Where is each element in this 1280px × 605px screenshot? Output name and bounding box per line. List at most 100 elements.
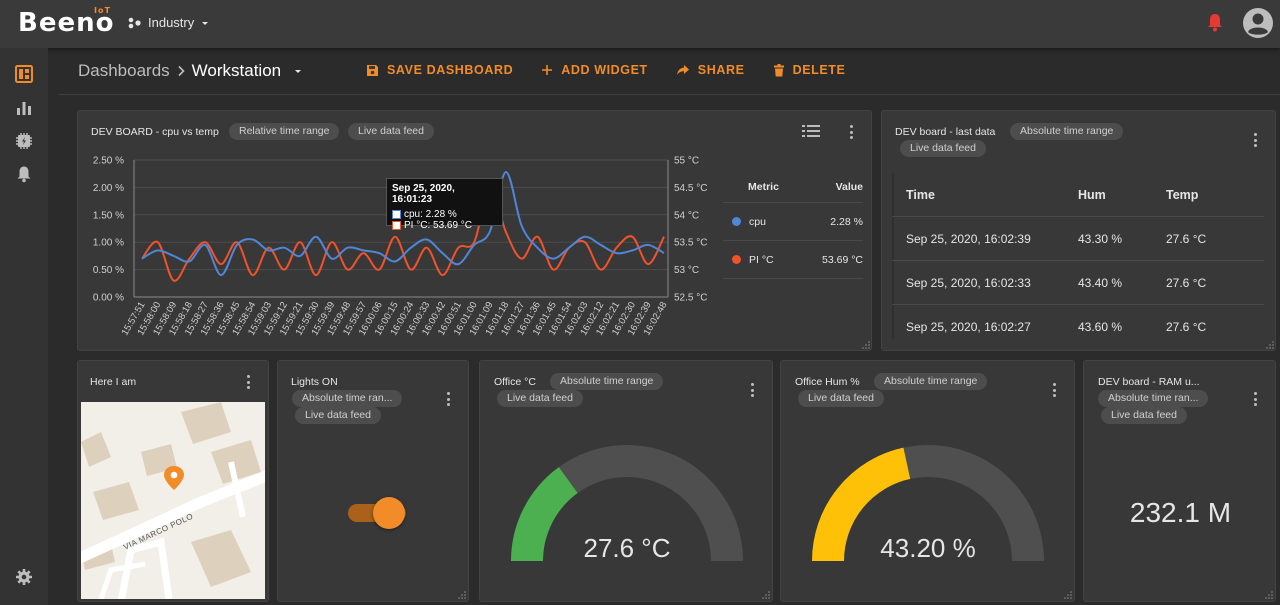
y-left-tick-label: 2.50 % xyxy=(93,156,124,167)
live-feed-chip[interactable]: Live data feed xyxy=(295,407,381,424)
cell-hum: 43.60 % xyxy=(1078,319,1123,334)
map-widget-menu-icon[interactable] xyxy=(246,375,250,389)
add-widget-label: ADD WIDGET xyxy=(561,63,648,77)
share-button[interactable]: SHARE xyxy=(676,63,745,77)
logo-text: Beeno xyxy=(18,8,115,38)
map-widget: Here I am VIA MARCO POLO xyxy=(77,360,269,602)
list-view-icon[interactable] xyxy=(802,125,820,137)
table-row: Sep 25, 2020, 16:02:27 43.60 % 27.6 °C xyxy=(892,305,1264,337)
resize-handle-icon[interactable] xyxy=(458,591,466,599)
live-feed-chip[interactable]: Live data feed xyxy=(348,123,434,140)
live-feed-chip[interactable]: Live data feed xyxy=(900,140,986,157)
breadcrumb-current[interactable]: Workstation xyxy=(191,61,282,80)
sidebar-item-devices[interactable] xyxy=(14,131,34,151)
sidebar-item-settings[interactable] xyxy=(14,567,34,587)
workspace-label: Industry xyxy=(148,15,195,30)
ram-widget-menu-icon[interactable] xyxy=(1253,392,1257,406)
delete-button[interactable]: DELETE xyxy=(773,63,846,77)
resize-handle-icon[interactable] xyxy=(762,591,770,599)
chart-legend-table: Metric Value cpu 2.28 % PI °C 53.69 °C xyxy=(723,171,863,279)
col-temp-header[interactable]: Temp xyxy=(1166,187,1199,202)
y-right-tick-label: 52.5 °C xyxy=(674,293,707,304)
ram-widget: DEV board - RAM u... Absolute time ran..… xyxy=(1083,360,1276,602)
time-range-chip[interactable]: Absolute time ran... xyxy=(1098,390,1209,407)
chevron-right-icon xyxy=(178,65,185,77)
gauge-fill xyxy=(511,467,579,562)
plus-icon xyxy=(542,65,553,75)
office-temp-menu-icon[interactable] xyxy=(750,383,754,397)
legend-metric-header: Metric xyxy=(748,180,779,193)
lights-toggle[interactable] xyxy=(348,497,406,529)
save-dashboard-button[interactable]: SAVE DASHBOARD xyxy=(366,63,513,77)
col-time-header[interactable]: Time xyxy=(906,187,935,202)
chart-widget: DEV BOARD - cpu vs temp Relative time ra… xyxy=(77,110,872,351)
lights-widget-menu-icon[interactable] xyxy=(446,392,450,406)
y-left-tick-label: 1.50 % xyxy=(93,210,124,221)
chart-widget-menu-icon[interactable] xyxy=(849,125,853,139)
resize-handle-icon[interactable] xyxy=(1265,591,1273,599)
temp-gauge xyxy=(511,445,743,562)
chart-widget-title: DEV BOARD - cpu vs temp xyxy=(91,126,219,138)
y-right-tick-label: 53 °C xyxy=(674,265,699,276)
y-left-tick-label: 0.00 % xyxy=(93,293,124,304)
time-range-chip[interactable]: Absolute time range xyxy=(550,373,664,390)
table-row: Sep 25, 2020, 16:02:39 43.30 % 27.6 °C xyxy=(892,217,1264,261)
resize-handle-icon[interactable] xyxy=(1266,341,1274,349)
time-range-chip[interactable]: Relative time range xyxy=(229,123,340,140)
last-data-menu-icon[interactable] xyxy=(1253,133,1257,147)
sidebar-item-dashboards[interactable] xyxy=(14,64,34,84)
bell-icon xyxy=(17,166,31,183)
cell-time: Sep 25, 2020, 16:02:39 xyxy=(906,231,1031,246)
cell-hum: 43.30 % xyxy=(1078,231,1123,246)
y-left-tick-label: 0.50 % xyxy=(93,265,124,276)
tooltip-pi: PI °C: 53.69 °C xyxy=(404,220,473,231)
resize-handle-icon[interactable] xyxy=(1064,591,1072,599)
toggle-thumb xyxy=(373,497,405,529)
legend-row-cpu[interactable]: cpu 2.28 % xyxy=(723,203,863,241)
workspace-selector[interactable]: Industry xyxy=(128,15,210,30)
logo-badge: IoT xyxy=(94,6,111,15)
office-hum-title: Office Hum % xyxy=(795,376,860,388)
live-feed-chip[interactable]: Live data feed xyxy=(1101,407,1187,424)
time-range-chip[interactable]: Absolute time range xyxy=(1010,123,1124,140)
app-logo[interactable]: Beeno IoT xyxy=(18,6,115,38)
table-scroll-track[interactable] xyxy=(892,173,894,339)
cpu-temp-chart: 2.50 % 2.00 % 1.50 % 1.00 % 0.50 % 0.00 % 55 °… xyxy=(93,156,708,338)
ram-value: 232.1 M xyxy=(1129,497,1232,528)
table-row: Sep 25, 2020, 16:02:33 43.40 % 27.6 °C xyxy=(892,261,1264,305)
last-data-widget: DEV board - last data Absolute time rang… xyxy=(881,110,1276,351)
cpu-color-dot xyxy=(732,217,741,226)
col-hum-header[interactable]: Hum xyxy=(1078,187,1106,202)
breadcrumb-root[interactable]: Dashboards xyxy=(78,61,170,80)
share-icon xyxy=(676,65,689,75)
cell-temp: 27.6 °C xyxy=(1166,319,1207,334)
sidebar-item-alerts[interactable] xyxy=(14,164,34,184)
legend-pi-name: PI °C xyxy=(749,253,774,266)
live-feed-chip[interactable]: Live data feed xyxy=(497,390,583,407)
pi-color-dot xyxy=(732,255,741,264)
user-avatar-icon[interactable] xyxy=(1242,7,1274,39)
tooltip-cpu-swatch xyxy=(392,210,401,219)
legend-row-pi[interactable]: PI °C 53.69 °C xyxy=(723,241,863,279)
add-widget-button[interactable]: ADD WIDGET xyxy=(541,63,648,77)
time-range-chip[interactable]: Absolute time range xyxy=(874,373,988,390)
chevron-down-icon[interactable] xyxy=(291,65,305,77)
notification-bell-icon[interactable] xyxy=(1206,12,1224,32)
bar-chart-icon xyxy=(17,102,31,115)
sidebar-item-analytics[interactable] xyxy=(14,98,34,118)
series-line-cpu xyxy=(141,171,665,277)
save-dashboard-label: SAVE DASHBOARD xyxy=(387,63,514,77)
tooltip-time: Sep 25, 2020, 16:01:23 xyxy=(392,183,455,205)
cell-time: Sep 25, 2020, 16:02:27 xyxy=(906,319,1031,334)
device-icon xyxy=(16,133,32,149)
gauge-fill xyxy=(812,447,911,562)
resize-handle-icon[interactable] xyxy=(862,341,870,349)
map-view[interactable]: VIA MARCO POLO xyxy=(81,402,265,599)
time-range-chip[interactable]: Absolute time ran... xyxy=(292,390,403,407)
cell-temp: 27.6 °C xyxy=(1166,275,1207,290)
last-data-table: Time Hum Temp Sep 25, 2020, 16:02:39 43.… xyxy=(892,173,1264,337)
map-pin-icon[interactable] xyxy=(164,466,184,490)
live-feed-chip[interactable]: Live data feed xyxy=(798,390,884,407)
office-hum-menu-icon[interactable] xyxy=(1052,383,1056,397)
toolbar-actions: SAVE DASHBOARD ADD WIDGET SHARE DELETE xyxy=(366,63,845,77)
